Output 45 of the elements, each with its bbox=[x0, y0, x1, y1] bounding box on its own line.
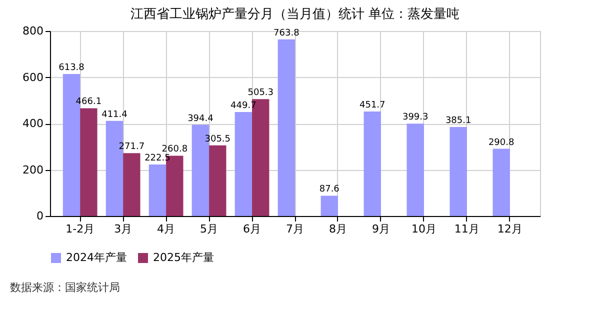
data-label: 290.8 bbox=[488, 138, 514, 148]
data-label: 394.4 bbox=[188, 114, 214, 124]
data-label: 505.3 bbox=[248, 88, 274, 98]
bar bbox=[80, 108, 98, 216]
y-tick-label: 800 bbox=[22, 24, 44, 38]
bar bbox=[492, 148, 510, 216]
bar bbox=[278, 39, 295, 216]
data-label: 271.7 bbox=[118, 142, 145, 152]
x-tick-label: 8月 bbox=[328, 222, 347, 236]
data-label: 87.6 bbox=[319, 184, 340, 195]
x-tick-label: 1-2月 bbox=[66, 222, 95, 236]
data-label: 466.1 bbox=[76, 97, 102, 108]
source-note: 数据来源：国家统计局 bbox=[10, 281, 120, 294]
x-tick-label: 12月 bbox=[497, 222, 522, 236]
y-tick-label: 200 bbox=[22, 163, 44, 176]
data-label: 411.4 bbox=[102, 110, 128, 120]
bar bbox=[450, 126, 467, 216]
legend-label: 2025年产量 bbox=[153, 251, 214, 264]
chart-title: 江西省工业锅炉产量分月（当月值）统计 单位：蒸发量吨 bbox=[130, 7, 460, 22]
data-label: 399.3 bbox=[402, 112, 428, 123]
x-tick-label: 9月 bbox=[372, 222, 390, 236]
bar bbox=[209, 145, 226, 216]
bar bbox=[320, 196, 338, 216]
bar bbox=[123, 153, 140, 216]
data-label: 385.1 bbox=[445, 116, 472, 126]
y-tick-label: 0 bbox=[36, 210, 44, 222]
y-tick-label: 600 bbox=[22, 70, 44, 84]
data-label: 260.8 bbox=[162, 144, 188, 155]
bar bbox=[234, 112, 252, 216]
x-tick-label: 7月 bbox=[286, 222, 304, 236]
x-tick-label: 10月 bbox=[411, 222, 436, 236]
x-tick-label: 5月 bbox=[200, 222, 218, 236]
data-label: 613.8 bbox=[58, 63, 85, 74]
bar bbox=[364, 112, 381, 216]
x-tick-label: 3月 bbox=[114, 222, 132, 236]
data-label: 451.7 bbox=[359, 100, 386, 111]
bar bbox=[148, 164, 166, 216]
bar bbox=[406, 124, 424, 216]
data-label: 305.5 bbox=[204, 134, 231, 144]
legend-label: 2024年产量 bbox=[66, 251, 127, 264]
x-tick-label: 4月 bbox=[157, 222, 176, 236]
x-tick-label: 6月 bbox=[243, 222, 262, 236]
x-tick-label: 11月 bbox=[454, 222, 480, 236]
y-tick-label: 400 bbox=[22, 117, 44, 130]
data-label: 763.8 bbox=[274, 28, 300, 38]
